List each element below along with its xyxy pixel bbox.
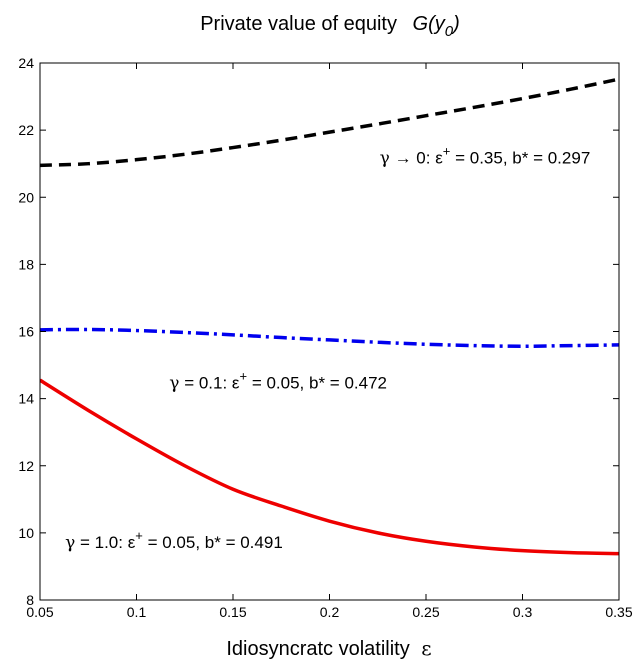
ticks-layer: 0.05 0.1 0.15 0.2 0.25 0.3 0.35 8 10 12 14 16 18 20 22… (18, 55, 632, 620)
y-tick-label: 16 (18, 324, 34, 340)
series-line-dashed (40, 77, 619, 168)
plot-area (40, 77, 619, 556)
annotation-gamma-10: γ = 1.0: ε+ = 0.05, b* = 0.491 (65, 528, 283, 553)
chart-title: Private value of equity G(y0) (200, 13, 460, 40)
x-tick-label: 0.1 (127, 604, 147, 620)
chart-title-sub: 0 (445, 23, 454, 40)
y-tick-label: 22 (18, 122, 34, 138)
y-tick-label: 12 (18, 458, 34, 474)
series-layer (40, 77, 619, 556)
x-axis-label-symbol: ε (421, 636, 431, 660)
y-tick-label: 8 (26, 592, 34, 608)
annotations-layer: γ → 0: ε+ = 0.35, b* = 0.297 γ = 0.1: ε+ … (65, 144, 590, 553)
series-line-dashdot (40, 327, 619, 349)
y-tick-label: 18 (18, 256, 34, 272)
series-line-solid (40, 378, 619, 556)
x-tick-label: 0.05 (26, 604, 53, 620)
y-tick-label: 24 (18, 55, 34, 71)
chart-title-func: G(y (413, 13, 446, 35)
x-tick-label: 0.25 (412, 604, 439, 620)
chart-title-text: Private value of equity (200, 13, 397, 35)
x-axis-label-text: Idiosyncratc volatility (226, 638, 409, 660)
annotation-gamma-0: γ → 0: ε+ = 0.35, b* = 0.297 (380, 144, 591, 169)
x-tick-label: 0.3 (513, 604, 533, 620)
x-tick-label: 0.35 (605, 604, 632, 620)
x-tick-label: 0.2 (320, 604, 340, 620)
x-axis-label: Idiosyncratc volatility ε (226, 636, 431, 660)
y-tick-label: 20 (18, 189, 34, 205)
y-tick-label: 10 (18, 525, 34, 541)
chart-title-close: ) (451, 13, 460, 35)
annotation-gamma-01: γ = 0.1: ε+ = 0.05, b* = 0.472 (169, 369, 387, 394)
y-tick-label: 14 (18, 391, 34, 407)
x-tick-label: 0.15 (219, 604, 246, 620)
